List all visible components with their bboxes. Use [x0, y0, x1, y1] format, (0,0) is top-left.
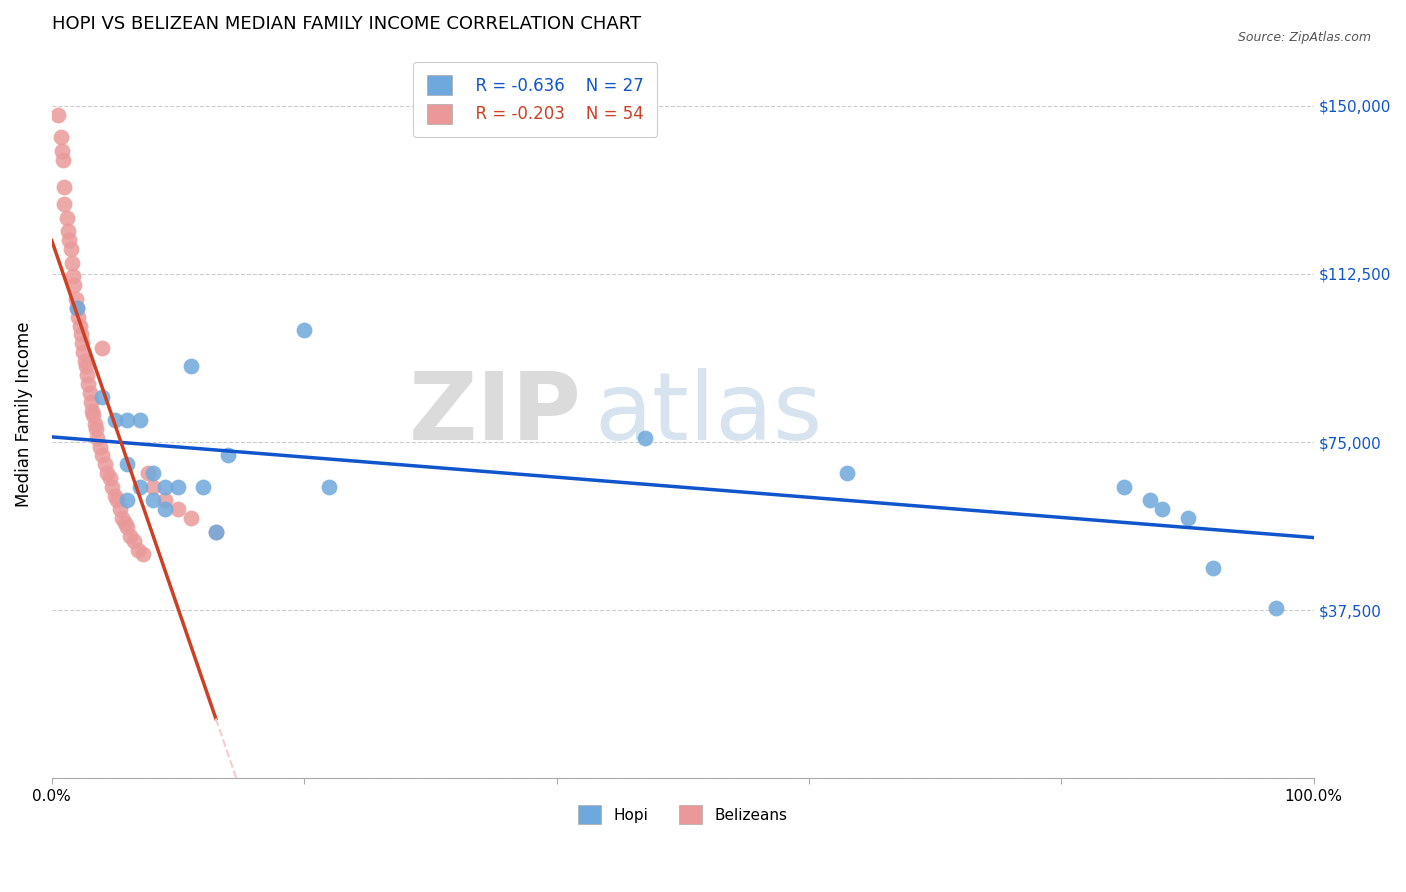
Point — [67, 310, 90, 324]
Point — [66, 301, 89, 315]
Point — [63, 278, 86, 293]
Point — [117, 493, 139, 508]
Point — [91, 449, 114, 463]
Point — [65, 292, 87, 306]
Point — [155, 502, 177, 516]
Point — [292, 323, 315, 337]
Point — [66, 301, 89, 315]
Point — [193, 480, 215, 494]
Point — [56, 224, 79, 238]
Point — [75, 359, 97, 373]
Point — [91, 341, 114, 355]
Point — [1152, 502, 1174, 516]
Point — [142, 467, 165, 481]
Point — [96, 467, 118, 481]
Point — [835, 467, 858, 481]
Point — [58, 233, 80, 247]
Point — [180, 359, 202, 373]
Text: HOPI VS BELIZEAN MEDIAN FAMILY INCOME CORRELATION CHART: HOPI VS BELIZEAN MEDIAN FAMILY INCOME CO… — [52, 15, 641, 33]
Point — [59, 242, 82, 256]
Point — [136, 467, 159, 481]
Legend: Hopi, Belizeans: Hopi, Belizeans — [567, 793, 800, 836]
Point — [76, 368, 98, 382]
Point — [73, 354, 96, 368]
Point — [634, 431, 657, 445]
Point — [217, 449, 239, 463]
Point — [49, 130, 72, 145]
Point — [111, 511, 134, 525]
Point — [51, 144, 73, 158]
Point — [72, 345, 94, 359]
Point — [114, 516, 136, 530]
Y-axis label: Median Family Income: Median Family Income — [15, 321, 32, 507]
Point — [1177, 511, 1199, 525]
Point — [104, 489, 127, 503]
Point — [1264, 600, 1286, 615]
Point — [155, 493, 177, 508]
Text: ZIP: ZIP — [409, 368, 582, 460]
Point — [180, 511, 202, 525]
Point — [117, 458, 139, 472]
Point — [80, 394, 103, 409]
Point — [56, 211, 79, 225]
Point — [167, 480, 190, 494]
Point — [62, 269, 84, 284]
Point — [84, 421, 107, 435]
Point — [204, 524, 226, 539]
Text: atlas: atlas — [595, 368, 823, 460]
Point — [82, 403, 104, 417]
Point — [1202, 560, 1225, 574]
Point — [60, 256, 83, 270]
Point — [86, 431, 108, 445]
Point — [53, 179, 76, 194]
Point — [82, 408, 104, 422]
Point — [204, 524, 226, 539]
Point — [129, 480, 152, 494]
Point — [127, 542, 149, 557]
Point — [83, 417, 105, 431]
Point — [129, 412, 152, 426]
Point — [77, 376, 100, 391]
Point — [104, 412, 127, 426]
Point — [69, 327, 91, 342]
Point — [98, 471, 121, 485]
Point — [79, 385, 101, 400]
Point — [91, 390, 114, 404]
Point — [118, 529, 141, 543]
Point — [142, 493, 165, 508]
Point — [105, 493, 128, 508]
Point — [89, 440, 111, 454]
Point — [1114, 480, 1136, 494]
Point — [69, 318, 91, 333]
Point — [167, 502, 190, 516]
Point — [122, 533, 145, 548]
Point — [131, 547, 153, 561]
Point — [318, 480, 340, 494]
Point — [117, 520, 139, 534]
Point — [94, 458, 117, 472]
Point — [52, 153, 75, 167]
Point — [117, 412, 139, 426]
Point — [53, 197, 76, 211]
Point — [155, 480, 177, 494]
Point — [108, 502, 131, 516]
Point — [142, 480, 165, 494]
Point — [70, 336, 93, 351]
Point — [46, 108, 69, 122]
Text: Source: ZipAtlas.com: Source: ZipAtlas.com — [1237, 31, 1371, 45]
Point — [1139, 493, 1161, 508]
Point — [101, 480, 124, 494]
